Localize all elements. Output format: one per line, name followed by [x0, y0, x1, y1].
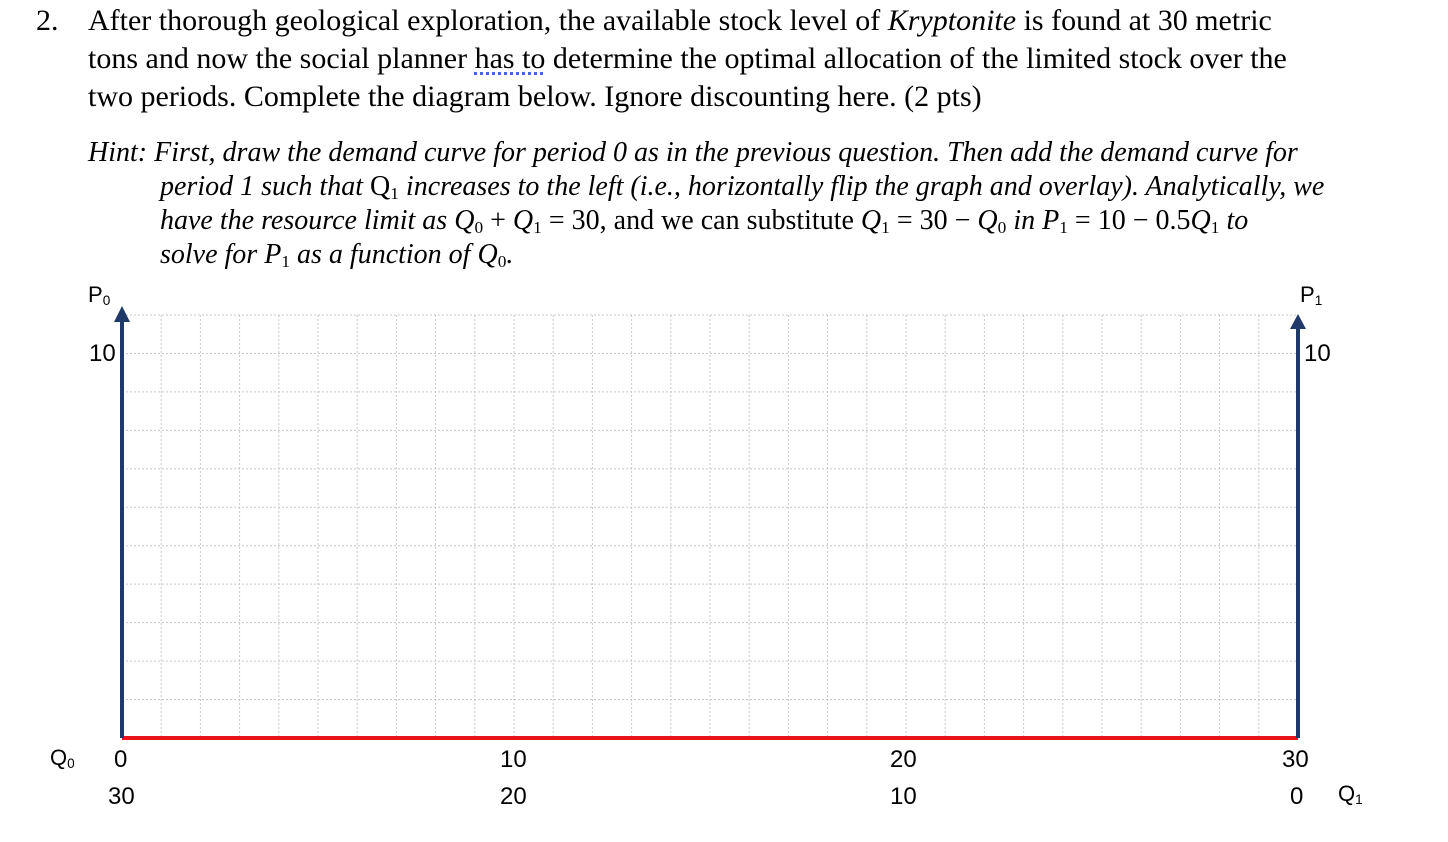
p1-axis-arrowhead: [1290, 314, 1306, 329]
q0-tick-label: 10: [500, 746, 527, 773]
question-line-2: tons and now the social planner has to d…: [88, 42, 1287, 75]
p1-axis-label: P1: [1300, 282, 1323, 308]
grid-lines: [121, 314, 1299, 739]
q1-axis-label: Q1: [1338, 781, 1363, 807]
q1-tick-label: 30: [108, 783, 135, 810]
hint-line-4: solve for P1 as a function of Q0.: [160, 239, 514, 271]
question-number: 2.: [36, 4, 59, 37]
q0-axis-label: Q0: [50, 745, 75, 771]
hint-line-3: have the resource limit as Q0 + Q1 = 30,…: [160, 205, 1249, 237]
q0-tick-label: 20: [890, 746, 917, 773]
q1-tick-label: 20: [500, 783, 527, 810]
q1-tick-label: 10: [890, 783, 917, 810]
question-line-1: After thorough geological exploration, t…: [88, 4, 1272, 37]
hint-line-2: period 1 such that Q1 increases to the l…: [160, 171, 1325, 203]
p0-max-label: 10: [89, 340, 116, 367]
kryptonite-term: Kryptonite: [887, 4, 1017, 37]
question-line-3: two periods. Complete the diagram below.…: [88, 80, 982, 113]
grammar-underlined-phrase: has to: [474, 42, 546, 75]
hint-line-1: Hint: First, draw the demand curve for p…: [88, 137, 1298, 168]
p1-max-label: 10: [1304, 340, 1331, 367]
q0-tick-label: 30: [1282, 746, 1309, 773]
p0-axis-label: P0: [88, 282, 111, 308]
q1-tick-label: 0: [1290, 783, 1304, 810]
q0-tick-label: 0: [114, 746, 128, 773]
p0-axis-arrowhead: [114, 306, 130, 322]
